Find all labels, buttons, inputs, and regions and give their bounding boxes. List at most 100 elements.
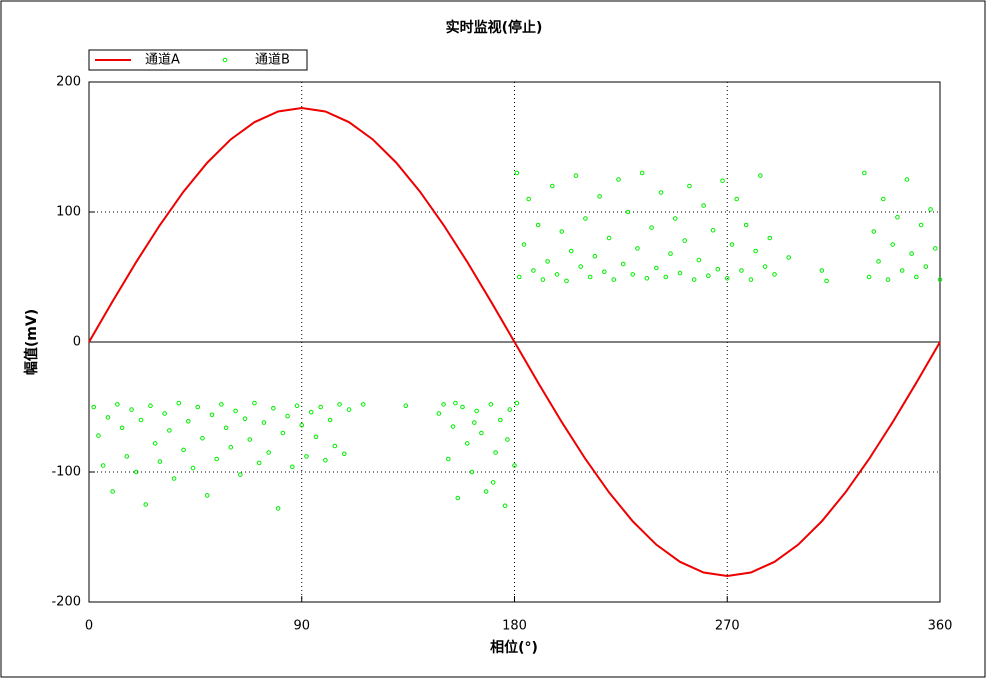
y-tick-label: 100 — [56, 205, 81, 220]
scatter-point — [573, 173, 579, 178]
scatter-point — [337, 402, 342, 407]
scatter-point — [157, 459, 163, 464]
scatter-point — [143, 502, 149, 507]
scatter-point — [332, 443, 338, 449]
scatter-point — [564, 278, 569, 284]
scatter-point — [304, 454, 309, 459]
y-tick-label: 200 — [56, 75, 81, 90]
scatter-point — [110, 489, 115, 494]
scatter-point — [885, 277, 891, 282]
scatter-point — [568, 248, 574, 254]
scatter-point — [918, 222, 924, 228]
scatter-point — [743, 222, 749, 228]
scatter-point — [514, 400, 520, 406]
scatter-point — [119, 425, 125, 431]
scatter-point — [271, 406, 276, 411]
scatter-point — [204, 493, 210, 498]
scatter-point — [932, 246, 938, 251]
y-axis-label: 幅值(mV) — [23, 309, 40, 375]
scatter-point — [677, 270, 683, 276]
scatter-point — [181, 447, 186, 453]
scatter-point — [739, 268, 744, 273]
scatter-point — [242, 416, 248, 422]
scatter-point — [507, 407, 513, 412]
scatter-point — [729, 242, 735, 247]
scatter-point — [261, 420, 267, 425]
scatter-point — [223, 425, 229, 431]
scatter-point — [514, 170, 520, 176]
scatter-point — [658, 190, 664, 195]
scatter-point — [219, 402, 224, 407]
scatter-point — [474, 408, 479, 414]
scatter-point — [592, 253, 598, 259]
scatter-point — [696, 257, 702, 263]
legend — [88, 49, 308, 71]
scatter-point — [923, 264, 929, 269]
scatter-point — [876, 259, 881, 264]
scatter-point — [455, 495, 461, 501]
scatter-point — [819, 268, 825, 273]
scatter-point — [654, 265, 659, 271]
scatter-point — [644, 276, 650, 281]
scatter-point — [441, 402, 446, 407]
scatter-point — [498, 417, 503, 423]
scatter-point — [767, 235, 773, 241]
scatter-point — [880, 196, 886, 202]
scatter-point — [299, 422, 305, 428]
scatter-point — [472, 420, 477, 425]
y-tick-label: -200 — [51, 595, 81, 610]
scatter-point — [185, 419, 191, 424]
x-tick-label: 360 — [928, 619, 953, 634]
scatter-point — [587, 274, 593, 280]
scatter-point — [285, 413, 290, 419]
scatter-point — [488, 402, 494, 407]
scatter-point — [540, 277, 546, 282]
scatter-point — [597, 194, 602, 199]
scatter-point — [687, 183, 692, 189]
x-tick-label: 90 — [293, 619, 310, 634]
scatter-point — [516, 274, 522, 280]
scatter-point — [446, 456, 451, 462]
scatter-point — [308, 409, 314, 415]
scatter-point — [630, 272, 635, 277]
scatter-point — [928, 207, 933, 212]
chart-title: 实时监视(停止) — [446, 19, 543, 36]
scatter-point — [167, 428, 172, 433]
scatter-point — [521, 242, 527, 247]
scatter-point — [129, 407, 134, 412]
scatter-point — [252, 400, 257, 406]
scatter-point — [602, 269, 607, 275]
scatter-point — [115, 402, 120, 407]
scatter-point — [502, 503, 508, 509]
scatter-point — [748, 277, 754, 282]
scatter-point — [313, 434, 319, 440]
x-tick-label: 180 — [502, 619, 527, 634]
scatter-point — [734, 196, 740, 202]
scatter-point — [620, 261, 626, 267]
scatter-point — [578, 264, 583, 269]
scatter-point — [450, 424, 456, 429]
scatter-point — [616, 177, 621, 182]
x-tick-label: 270 — [715, 619, 740, 634]
scatter-point — [937, 277, 943, 282]
scatter-point — [824, 278, 829, 284]
scatter-point — [469, 469, 475, 475]
scatter-point — [550, 183, 555, 189]
scatter-point — [899, 268, 905, 273]
scatter-point — [625, 209, 631, 215]
scatter-point — [280, 430, 286, 436]
scatter-point — [360, 402, 366, 407]
scatter-point — [701, 203, 706, 208]
scatter-point — [635, 246, 640, 251]
scatter-point — [91, 404, 97, 410]
scatter-point — [668, 251, 673, 256]
scatter-point — [133, 469, 139, 475]
scatter-point — [237, 472, 243, 477]
scatter-point — [505, 437, 510, 442]
scatter-point — [403, 403, 409, 409]
scatter-point — [346, 407, 352, 412]
scatter-point — [318, 404, 323, 410]
scatter-point — [672, 216, 678, 221]
scatter-point — [535, 222, 541, 228]
